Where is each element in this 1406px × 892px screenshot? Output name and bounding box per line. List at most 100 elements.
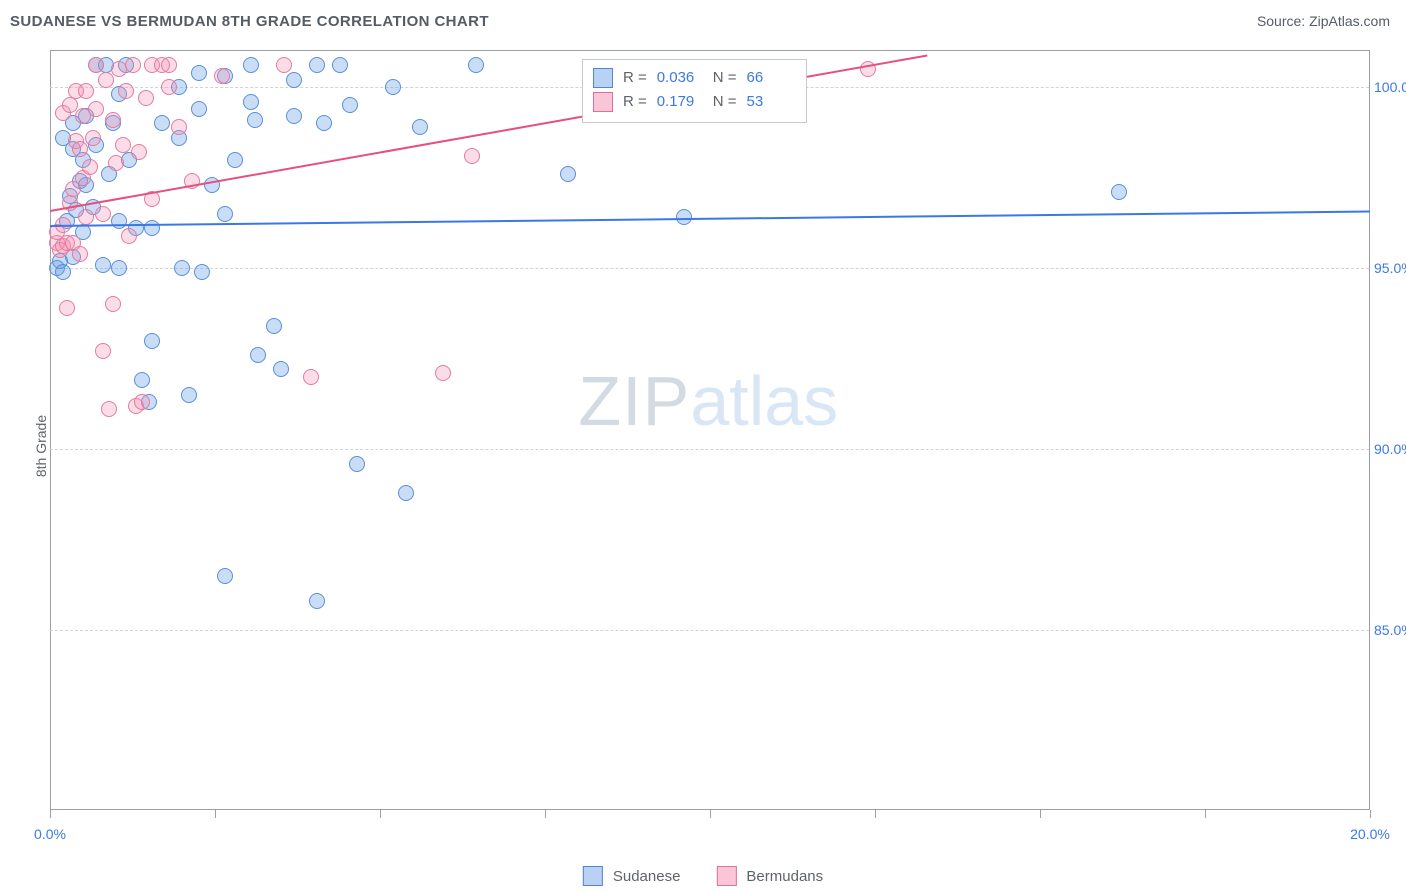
x-tick	[545, 810, 546, 818]
scatter-point-bermudans	[101, 401, 117, 417]
scatter-point-bermudans	[105, 296, 121, 312]
scatter-point-sudanese	[134, 372, 150, 388]
scatter-point-bermudans	[72, 141, 88, 157]
scatter-point-bermudans	[214, 68, 230, 84]
scatter-point-sudanese	[286, 72, 302, 88]
scatter-point-sudanese	[174, 260, 190, 276]
legend-label: Sudanese	[613, 868, 681, 885]
gridline-h	[50, 449, 1369, 450]
scatter-point-sudanese	[144, 333, 160, 349]
scatter-point-sudanese	[1111, 184, 1127, 200]
legend-bottom: Sudanese Bermudans	[583, 866, 823, 886]
scatter-point-bermudans	[85, 130, 101, 146]
scatter-point-bermudans	[134, 394, 150, 410]
scatter-point-sudanese	[316, 115, 332, 131]
scatter-point-sudanese	[273, 361, 289, 377]
scatter-point-sudanese	[468, 57, 484, 73]
stats-row-bermudans: R =0.179N =53	[593, 90, 793, 114]
header: SUDANESE VS BERMUDAN 8TH GRADE CORRELATI…	[0, 0, 1406, 42]
scatter-point-sudanese	[181, 387, 197, 403]
scatter-point-bermudans	[464, 148, 480, 164]
watermark: ZIPatlas	[578, 361, 838, 441]
scatter-point-sudanese	[111, 260, 127, 276]
scatter-point-bermudans	[118, 83, 134, 99]
scatter-point-sudanese	[412, 119, 428, 135]
scatter-point-bermudans	[105, 112, 121, 128]
x-tick	[1040, 810, 1041, 818]
scatter-point-bermudans	[98, 72, 114, 88]
scatter-point-sudanese	[250, 347, 266, 363]
scatter-point-sudanese	[243, 57, 259, 73]
scatter-point-bermudans	[95, 343, 111, 359]
x-tick	[1205, 810, 1206, 818]
stat-n-value: 66	[746, 66, 792, 90]
scatter-point-bermudans	[161, 57, 177, 73]
x-tick-label: 20.0%	[1350, 826, 1390, 842]
x-tick	[1370, 810, 1371, 818]
scatter-point-sudanese	[309, 593, 325, 609]
scatter-point-bermudans	[88, 57, 104, 73]
legend-swatch-bermudans	[593, 92, 613, 112]
legend-swatch-sudanese	[583, 866, 603, 886]
scatter-point-sudanese	[286, 108, 302, 124]
scatter-point-bermudans	[125, 57, 141, 73]
scatter-point-sudanese	[191, 101, 207, 117]
gridline-h	[50, 630, 1369, 631]
stats-row-sudanese: R = 0.036 N = 66	[593, 66, 793, 90]
scatter-point-sudanese	[243, 94, 259, 110]
scatter-point-bermudans	[108, 155, 124, 171]
legend-swatch-bermudans	[716, 866, 736, 886]
scatter-point-bermudans	[72, 246, 88, 262]
gridline-h	[50, 268, 1369, 269]
scatter-point-sudanese	[342, 97, 358, 113]
stat-n-label: N =	[713, 90, 737, 114]
scatter-point-sudanese	[55, 264, 71, 280]
scatter-point-bermudans	[161, 79, 177, 95]
scatter-point-bermudans	[131, 144, 147, 160]
scatter-point-bermudans	[171, 119, 187, 135]
x-tick	[50, 810, 51, 818]
scatter-point-sudanese	[349, 456, 365, 472]
y-tick-label: 90.0%	[1374, 441, 1406, 457]
scatter-point-bermudans	[435, 365, 451, 381]
scatter-point-sudanese	[398, 485, 414, 501]
scatter-point-bermudans	[88, 101, 104, 117]
scatter-point-sudanese	[309, 57, 325, 73]
stat-n-label: N =	[713, 66, 737, 90]
scatter-point-bermudans	[138, 90, 154, 106]
scatter-point-bermudans	[95, 206, 111, 222]
stat-n-value: 53	[746, 90, 792, 114]
x-tick	[875, 810, 876, 818]
scatter-point-sudanese	[154, 115, 170, 131]
scatter-point-sudanese	[194, 264, 210, 280]
x-tick	[380, 810, 381, 818]
scatter-point-bermudans	[78, 83, 94, 99]
stat-r-label: R =	[623, 90, 647, 114]
scatter-point-bermudans	[276, 57, 292, 73]
y-tick-label: 95.0%	[1374, 260, 1406, 276]
x-tick	[215, 810, 216, 818]
scatter-point-bermudans	[59, 300, 75, 316]
scatter-point-bermudans	[78, 209, 94, 225]
scatter-point-sudanese	[217, 206, 233, 222]
scatter-point-sudanese	[266, 318, 282, 334]
scatter-point-bermudans	[121, 228, 137, 244]
scatter-point-sudanese	[111, 213, 127, 229]
stat-r-value: 0.036	[657, 66, 703, 90]
scatter-point-sudanese	[144, 220, 160, 236]
stats-box: R =0.036N =66R =0.179N =53	[582, 59, 808, 123]
scatter-point-bermudans	[82, 159, 98, 175]
scatter-chart: 85.0%90.0%95.0%100.0%0.0%20.0%ZIPatlasR …	[50, 50, 1370, 810]
source-label: Source: ZipAtlas.com	[1257, 13, 1390, 29]
legend-label: Bermudans	[746, 868, 823, 885]
scatter-point-sudanese	[95, 257, 111, 273]
scatter-point-sudanese	[332, 57, 348, 73]
scatter-point-sudanese	[560, 166, 576, 182]
scatter-point-sudanese	[385, 79, 401, 95]
scatter-point-bermudans	[303, 369, 319, 385]
scatter-point-bermudans	[115, 137, 131, 153]
stat-r-label: R =	[623, 66, 647, 90]
x-tick	[710, 810, 711, 818]
y-tick-label: 85.0%	[1374, 622, 1406, 638]
y-axis-label: 8th Grade	[33, 415, 49, 477]
